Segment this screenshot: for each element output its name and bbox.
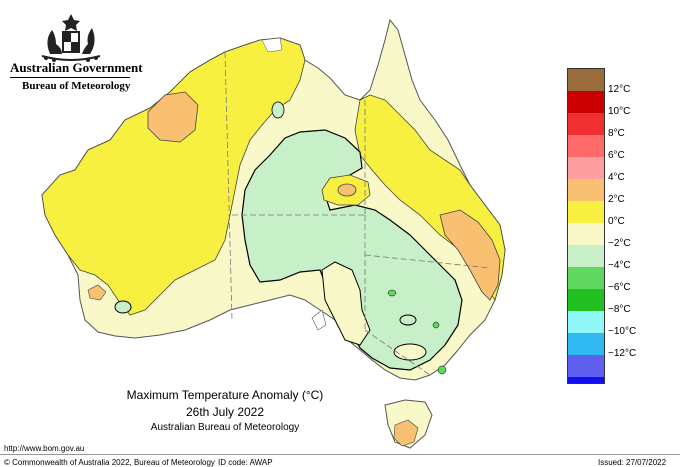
map-date: 26th July 2022 (185, 405, 265, 419)
legend-swatch (568, 113, 604, 135)
cool-anomaly-centre (241, 129, 463, 371)
hot-spot-east-coast (439, 209, 501, 301)
north-coast-inlet (261, 37, 283, 53)
legend-swatch (568, 69, 604, 91)
legend-label: 0°C (608, 216, 625, 227)
legend-swatch (568, 311, 604, 333)
cool-spot-3 (437, 365, 447, 375)
hot-spot-centre-core (337, 183, 357, 197)
logo-divider (10, 77, 130, 78)
legend-color-scale (567, 68, 605, 384)
neutral-pocket-sa (321, 261, 371, 346)
footer-divider (0, 454, 680, 455)
legend-label: −2°C (608, 238, 631, 249)
issued-date: Issued: 27/07/2022 (598, 458, 667, 467)
legend-label: 8°C (608, 128, 625, 139)
legend-swatch (568, 157, 604, 179)
legend-label: 2°C (608, 194, 625, 205)
cool-spot-wa (114, 300, 132, 314)
legend-swatch (568, 135, 604, 157)
map-title: Maximum Temperature Anomaly (°C) (126, 388, 324, 402)
legend-label: 6°C (608, 150, 625, 161)
legend-label: −10°C (608, 326, 637, 337)
legend-label: −6°C (608, 282, 631, 293)
gulf-spencer (311, 309, 327, 331)
legend-swatch (568, 333, 604, 355)
state-borders (224, 51, 491, 376)
government-name: Australian Government (10, 60, 143, 75)
legend-label: −4°C (608, 260, 631, 271)
legend-swatch (568, 355, 604, 377)
copyright-text: © Commonwealth of Australia 2022, Bureau… (4, 458, 215, 467)
contour-ring-south (393, 343, 427, 361)
legend-swatch (568, 267, 604, 289)
tasmania-warm (393, 419, 419, 447)
hot-spot-kimberley (147, 91, 199, 143)
cool-spot-1 (387, 289, 397, 297)
warm-anomaly-west (41, 37, 306, 316)
legend-swatch (568, 201, 604, 223)
cool-spot-2 (432, 321, 440, 329)
legend-label: 10°C (608, 106, 631, 117)
legend-label: 4°C (608, 172, 625, 183)
bom-url-link[interactable]: http://www.bom.gov.au (4, 444, 85, 453)
legend-label: 12°C (608, 84, 631, 95)
legend-label: −8°C (608, 304, 631, 315)
legend-swatch (568, 245, 604, 267)
cool-spot-north (271, 101, 285, 119)
warm-spot-west (87, 284, 107, 301)
legend-swatch (568, 377, 604, 383)
legend-label: −12°C (608, 348, 637, 359)
contour-ring-vic (399, 314, 417, 326)
legend-swatch (568, 289, 604, 311)
id-code: ID code: AWAP (218, 458, 273, 467)
australia-anomaly-map (41, 18, 506, 449)
legend-swatch (568, 179, 604, 201)
map-source: Australian Bureau of Meteorology (150, 422, 300, 433)
coat-of-arms-icon (41, 14, 101, 62)
legend-swatch (568, 223, 604, 245)
legend-swatch (568, 91, 604, 113)
bureau-name: Bureau of Meteorology (22, 80, 131, 92)
